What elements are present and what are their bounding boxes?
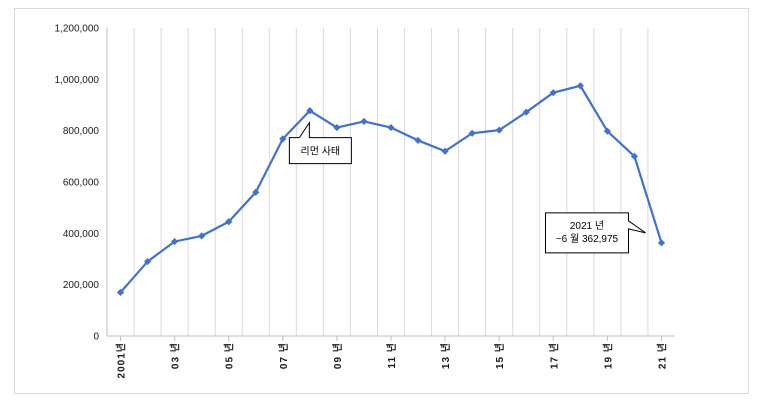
y-tick-label: 600,000 [63,178,100,189]
x-tick-label: 07 년 [277,342,290,369]
data-point [143,257,152,266]
x-tick-label: 03 년 [169,342,182,369]
callout-2021-text: 2021 년 ~6 월 362,975 [556,220,619,245]
y-tick-label: 1,000,000 [55,75,100,86]
y-tick-label: 800,000 [63,126,100,137]
data-point [549,89,557,97]
series-line [119,84,663,294]
y-tick-label: 0 [93,332,99,343]
y-tick-label: 400,000 [63,229,100,240]
x-tick-label: 13 년 [439,342,452,369]
data-point [171,237,179,246]
data-series [116,82,666,296]
y-tick-label: 200,000 [63,280,100,291]
data-point [522,108,530,116]
data-point [306,107,314,115]
data-point [198,232,206,240]
gridlines [133,28,649,336]
x-tick-label: 15 년 [493,342,506,369]
data-point [657,239,666,247]
x-tick-label: 2001년 [115,342,128,378]
data-point [116,288,125,296]
x-tick-label: 11 년 [385,342,398,369]
axes [106,28,675,337]
data-point [225,218,233,226]
x-tick-label: 19 년 [601,342,614,369]
data-point [333,123,341,132]
data-point [576,82,584,90]
data-point [360,117,368,126]
callout-lehman [288,120,352,165]
data-point [279,135,287,143]
data-point [414,136,422,145]
chart-frame [14,8,749,394]
data-point [252,188,260,196]
data-point [387,123,395,132]
callout-2021 [544,212,646,254]
callout-lehman-text: 리먼 사태 [301,146,341,158]
y-axis-ticks: 0 200,000 400,000 600,000 800,000 1,000,000 1,… [55,24,100,343]
data-point [468,129,476,137]
x-tick-label: 17 년 [547,342,560,369]
x-tick-label: 21 년 [655,342,668,369]
x-tick-label: 05 년 [223,342,236,369]
annotations: 리먼 사태 2021 년 ~6 월 362,975 [288,120,646,254]
data-point [603,127,611,135]
data-point [630,152,639,160]
data-point [495,126,503,134]
x-tick-label: 09 년 [331,342,344,369]
x-axis-ticks: 2001년 03 년 05 년 07 년 09 년 11 년 13 년 15 년 17 년 19 … [115,336,668,378]
y-tick-label: 1,200,000 [55,24,100,35]
data-point [441,147,449,155]
